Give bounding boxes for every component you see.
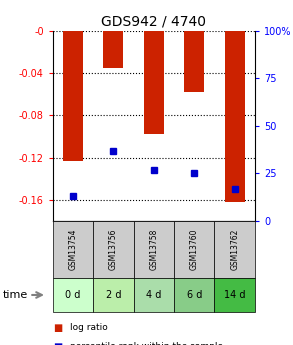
Text: 14 d: 14 d bbox=[224, 290, 246, 300]
Text: 0 d: 0 d bbox=[65, 290, 81, 300]
Text: log ratio: log ratio bbox=[70, 323, 108, 332]
Text: GSM13758: GSM13758 bbox=[149, 229, 158, 270]
Text: GSM13754: GSM13754 bbox=[69, 228, 77, 270]
Text: 6 d: 6 d bbox=[187, 290, 202, 300]
Bar bbox=[144, 31, 164, 134]
Text: ■: ■ bbox=[53, 323, 62, 333]
Text: percentile rank within the sample: percentile rank within the sample bbox=[70, 342, 224, 345]
Text: GSM13760: GSM13760 bbox=[190, 228, 199, 270]
Text: 2 d: 2 d bbox=[106, 290, 121, 300]
Bar bbox=[63, 31, 83, 161]
Bar bbox=[184, 31, 205, 92]
Text: time: time bbox=[3, 290, 28, 300]
Text: ■: ■ bbox=[53, 342, 62, 345]
Title: GDS942 / 4740: GDS942 / 4740 bbox=[101, 14, 206, 29]
Bar bbox=[103, 31, 124, 68]
Text: GSM13762: GSM13762 bbox=[230, 229, 239, 270]
Bar bbox=[224, 31, 245, 202]
Text: 4 d: 4 d bbox=[146, 290, 161, 300]
Text: GSM13756: GSM13756 bbox=[109, 228, 118, 270]
